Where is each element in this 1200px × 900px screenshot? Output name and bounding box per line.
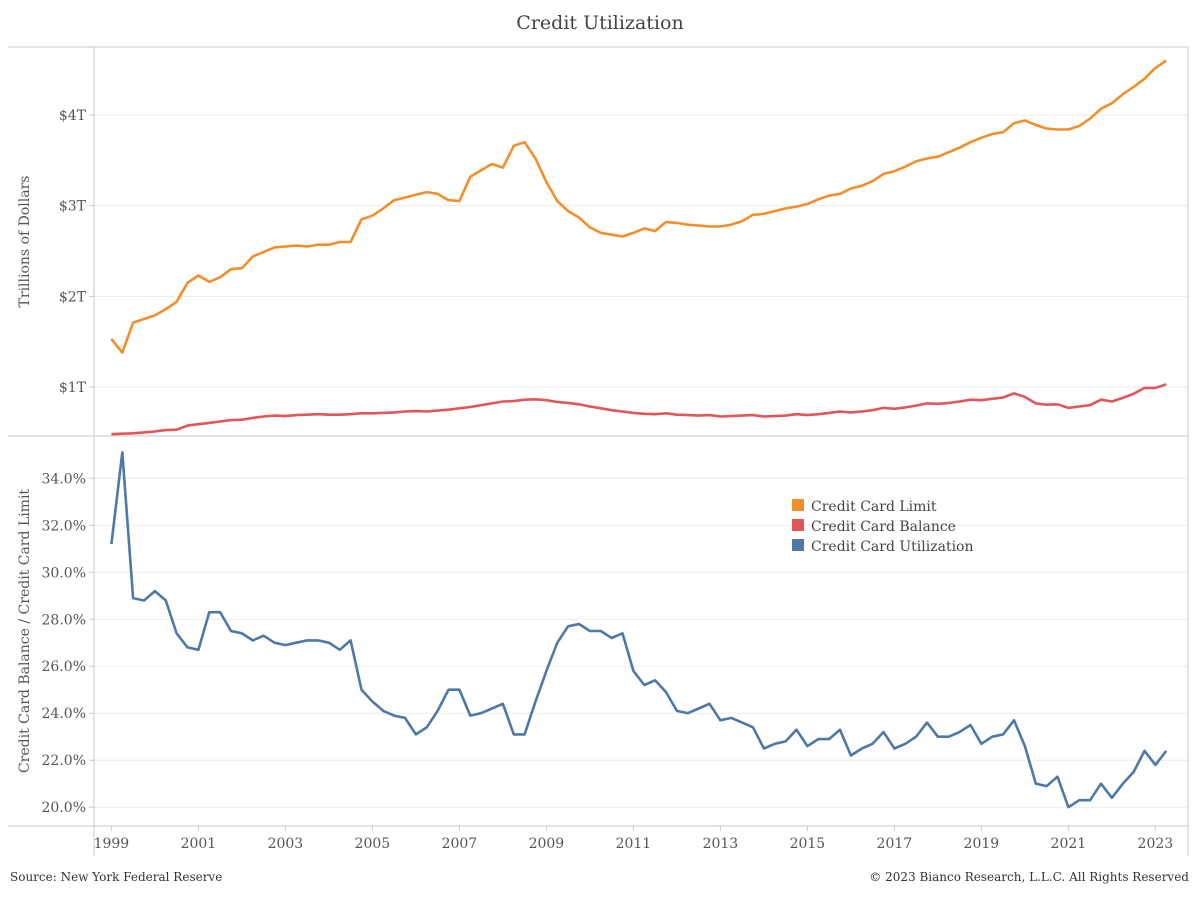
y-axis-label: Credit Card Balance / Credit Card Limit [17, 489, 33, 773]
y-tick-label: 26.0% [42, 659, 86, 675]
chart-legend[interactable]: Credit Card Limit Credit Card Balance Cred… [792, 499, 974, 555]
x-tick-label: 2007 [442, 836, 478, 852]
x-tick-label: 2021 [1051, 836, 1087, 852]
chart-title: Credit Utilization [516, 12, 684, 34]
x-tick-label: 2013 [703, 836, 739, 852]
series-line-credit-card-balance[interactable] [111, 383, 1167, 436]
x-axis: 1999 2001 2003 2005 2007 2009 2011 2013 2015 2017… [94, 826, 1174, 852]
y-tick-label: 32.0% [42, 518, 86, 534]
legend-swatch [792, 539, 804, 551]
x-tick-label: 2015 [790, 836, 826, 852]
y-tick-label: 34.0% [42, 471, 86, 487]
y-tick-label: 20.0% [42, 800, 86, 816]
x-tick-label: 2019 [964, 836, 1000, 852]
legend-swatch [792, 519, 804, 531]
source-note: Source: New York Federal Reserve [10, 870, 223, 884]
legend-label[interactable]: Credit Card Balance [811, 519, 956, 535]
x-tick-label: 2017 [877, 836, 913, 852]
y-tick-label: 28.0% [42, 612, 86, 628]
x-tick-label: 2009 [529, 836, 565, 852]
y-tick-label: 30.0% [42, 565, 86, 581]
y-tick-label: $3T [59, 199, 87, 215]
y-tick-label: $2T [59, 289, 87, 305]
y-tick-label: 22.0% [42, 753, 86, 769]
x-tick-label: 2001 [181, 836, 217, 852]
legend-swatch [792, 499, 804, 511]
y-tick-label: $1T [59, 380, 87, 396]
legend-label[interactable]: Credit Card Limit [811, 499, 937, 515]
top-panel: $1T $2T $3T $4T Trillions of Dollars [17, 59, 1188, 436]
x-tick-label: 2011 [616, 836, 652, 852]
x-tick-label: 2003 [268, 836, 304, 852]
legend-label[interactable]: Credit Card Utilization [811, 539, 974, 555]
x-tick-label: 2023 [1138, 836, 1174, 852]
copyright-note: © 2023 Bianco Research, L.L.C. All Right… [869, 870, 1189, 884]
y-axis-label: Trillions of Dollars [17, 176, 33, 308]
x-tick-label: 2005 [355, 836, 391, 852]
series-line-credit-card-limit[interactable] [110, 59, 1168, 354]
x-tick-label: 1999 [94, 836, 130, 852]
bottom-panel: 20.0% 22.0% 24.0% 26.0% 28.0% 30.0% 32.0% 34.0%… [17, 451, 1188, 816]
series-line-credit-card-utilization[interactable] [110, 451, 1168, 809]
y-tick-label: 24.0% [42, 706, 86, 722]
y-tick-label: $4T [59, 108, 87, 124]
